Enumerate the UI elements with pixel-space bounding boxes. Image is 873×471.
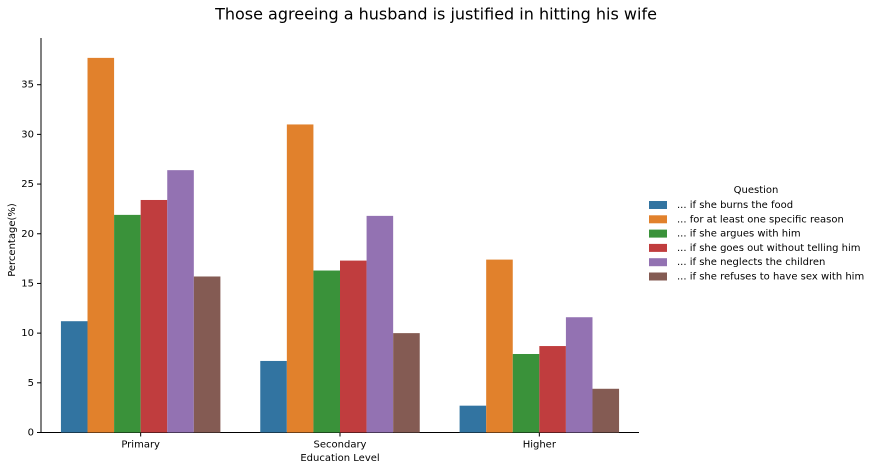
bar bbox=[286, 124, 314, 433]
bar bbox=[393, 333, 420, 433]
legend-swatch bbox=[649, 272, 667, 281]
legend-label: ... if she burns the food bbox=[677, 200, 793, 211]
legend-label: ... if she argues with him bbox=[677, 229, 801, 240]
legend-swatch bbox=[649, 229, 667, 238]
y-tick-label: 30 bbox=[21, 129, 34, 140]
bar bbox=[313, 270, 340, 433]
legend-swatch bbox=[649, 215, 667, 224]
bar bbox=[87, 57, 115, 433]
y-tick-label: 10 bbox=[21, 328, 34, 339]
legend-swatch bbox=[649, 201, 667, 209]
bar bbox=[565, 317, 593, 433]
y-tick-label: 5 bbox=[28, 378, 34, 389]
legend-label: ... if she refuses to have sex with him bbox=[677, 272, 864, 283]
bar bbox=[114, 214, 141, 433]
bar bbox=[512, 353, 540, 433]
bar bbox=[340, 260, 367, 433]
legend-label: ... for at least one specific reason bbox=[677, 214, 844, 225]
y-tick-label: 0 bbox=[28, 428, 34, 439]
bar bbox=[366, 215, 394, 433]
bar bbox=[486, 259, 513, 433]
bar bbox=[60, 321, 88, 433]
chart-title: Those agreeing a husband is justified in… bbox=[214, 5, 657, 24]
y-tick-label: 25 bbox=[21, 179, 34, 190]
x-tick-label: Higher bbox=[523, 440, 557, 451]
bar bbox=[193, 276, 221, 433]
bar bbox=[167, 170, 194, 433]
y-tick-label: 20 bbox=[21, 229, 34, 240]
legend-label: ... if she goes out without telling him bbox=[677, 243, 861, 254]
x-tick-label: Secondary bbox=[314, 440, 367, 451]
legend-label: ... if she neglects the children bbox=[677, 257, 825, 268]
legend-swatch bbox=[649, 243, 667, 252]
bar bbox=[459, 405, 487, 433]
bar bbox=[539, 346, 566, 433]
y-tick-label: 35 bbox=[21, 80, 34, 91]
x-tick-label: Primary bbox=[121, 440, 160, 451]
legend-title: Question bbox=[734, 185, 779, 196]
bar bbox=[260, 360, 287, 433]
bar bbox=[592, 388, 620, 433]
y-tick-label: 15 bbox=[21, 278, 34, 289]
y-axis-label: Percentage(%) bbox=[7, 203, 18, 277]
legend-swatch bbox=[649, 258, 667, 267]
bar bbox=[140, 199, 168, 433]
x-axis-label: Education Level bbox=[300, 453, 379, 464]
